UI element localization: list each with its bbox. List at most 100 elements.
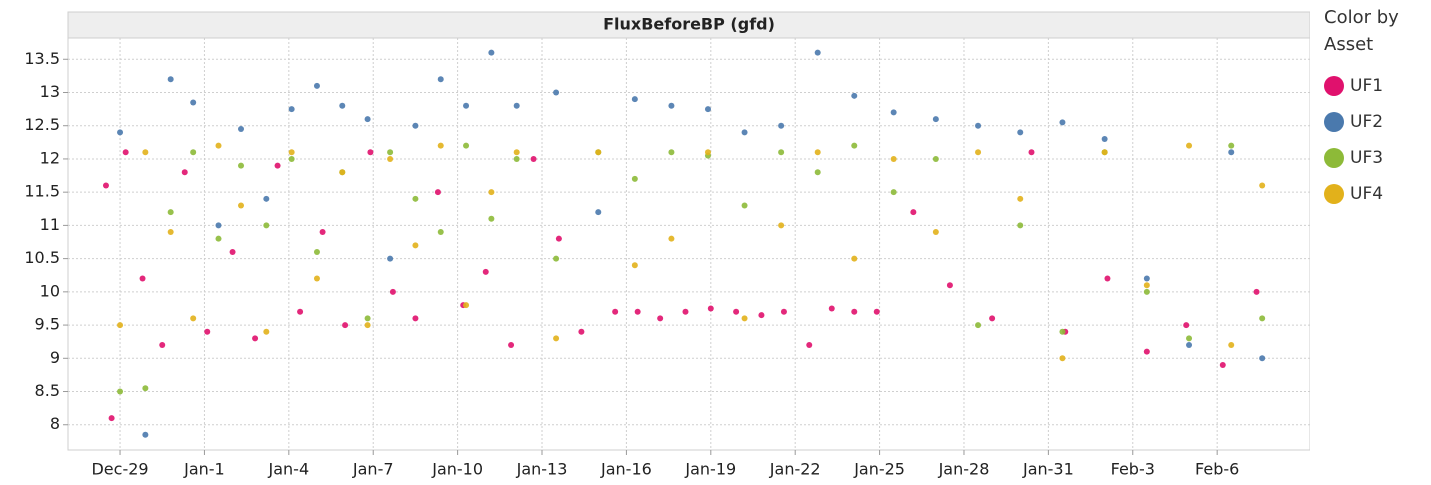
point (1059, 355, 1066, 362)
legend-item: UF4 (1324, 176, 1424, 212)
point (364, 116, 371, 123)
point (530, 155, 537, 162)
point (806, 342, 813, 349)
point (1219, 361, 1226, 368)
point (167, 76, 174, 83)
plot-area (67, 37, 1310, 451)
point (102, 182, 109, 189)
point (814, 49, 821, 56)
point (1259, 182, 1266, 189)
point (851, 92, 858, 99)
point (263, 222, 270, 229)
point (437, 229, 444, 236)
legend-label: UF2 (1350, 112, 1384, 132)
point (741, 315, 748, 322)
legend-item: UF1 (1324, 68, 1424, 104)
point (595, 209, 602, 216)
point (1143, 275, 1150, 282)
point (932, 155, 939, 162)
point (190, 99, 197, 106)
point (463, 302, 470, 309)
point (412, 315, 419, 322)
point (1104, 275, 1111, 282)
point (1101, 149, 1108, 156)
point (682, 308, 689, 315)
point (1028, 149, 1035, 156)
y-tick-label: 8 (50, 414, 60, 433)
point (263, 328, 270, 335)
point (1143, 288, 1150, 295)
point (704, 106, 711, 113)
point (339, 169, 346, 176)
y-tick-label: 11.5 (24, 182, 60, 201)
point (1228, 142, 1235, 149)
point (167, 229, 174, 236)
point (1186, 142, 1193, 149)
point (553, 335, 560, 342)
point (828, 305, 835, 312)
point (890, 155, 897, 162)
y-tick-label: 11 (40, 215, 60, 234)
point (215, 235, 222, 242)
point (1059, 119, 1066, 126)
x-tick-label: Jan-25 (853, 460, 905, 479)
legend-swatch (1324, 184, 1344, 204)
point (707, 305, 714, 312)
point (313, 275, 320, 282)
point (1253, 288, 1260, 295)
point (204, 328, 211, 335)
y-tick-label: 8.5 (35, 381, 60, 400)
title-band (67, 11, 1310, 39)
legend-swatch (1324, 148, 1344, 168)
legend-swatch (1324, 76, 1344, 96)
point (1183, 322, 1190, 329)
point (215, 222, 222, 229)
point (274, 162, 281, 169)
point (1186, 335, 1193, 342)
point (117, 129, 124, 136)
point (389, 288, 396, 295)
point (142, 385, 149, 392)
point (238, 202, 245, 209)
legend: Color by Asset UF1 UF2 UF3 UF4 (1324, 4, 1424, 212)
point (437, 76, 444, 83)
legend-swatch (1324, 112, 1344, 132)
point (297, 308, 304, 315)
point (238, 126, 245, 133)
x-tick-label: Jan-31 (1022, 460, 1074, 479)
point (215, 142, 222, 149)
point (1017, 222, 1024, 229)
chart-title: FluxBeforeBP (gfd) (603, 15, 775, 34)
x-tick-label: Jan-13 (516, 460, 568, 479)
point (1101, 136, 1108, 143)
point (758, 312, 765, 319)
point (463, 102, 470, 109)
x-tick-label: Jan-19 (684, 460, 736, 479)
point (733, 308, 740, 315)
legend-title: Color by Asset (1324, 7, 1399, 55)
point (814, 149, 821, 156)
point (319, 229, 326, 236)
point (437, 142, 444, 149)
point (741, 129, 748, 136)
point (932, 116, 939, 123)
x-tick-label: Jan-16 (600, 460, 652, 479)
point (339, 102, 346, 109)
point (313, 82, 320, 89)
point (263, 195, 270, 202)
point (412, 195, 419, 202)
point (342, 322, 349, 329)
point (631, 262, 638, 269)
point (1259, 315, 1266, 322)
point (142, 149, 149, 156)
point (612, 308, 619, 315)
point (668, 149, 675, 156)
point (668, 102, 675, 109)
point (167, 209, 174, 216)
point (741, 202, 748, 209)
y-tick-label: 10.5 (24, 248, 60, 267)
point (553, 89, 560, 96)
point (488, 189, 495, 196)
point (1228, 149, 1235, 156)
